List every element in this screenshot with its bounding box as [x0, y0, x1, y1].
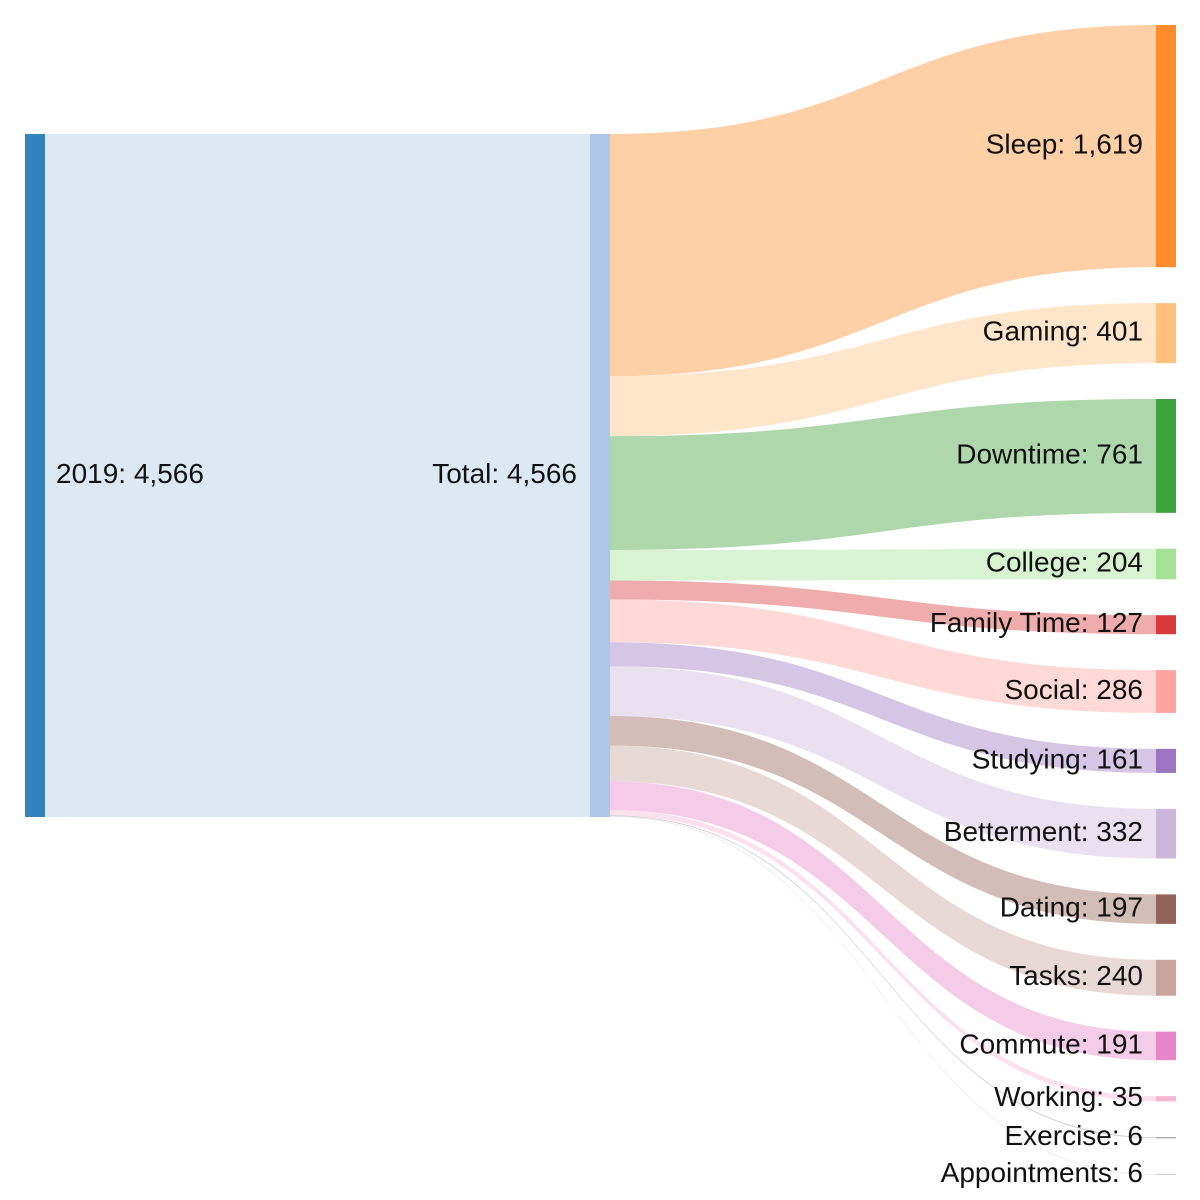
- link: [610, 303, 1156, 437]
- link: [610, 716, 1156, 924]
- node-label: Dating: 197: [1000, 892, 1143, 923]
- link: [610, 745, 1156, 996]
- node-label: Family Time: 127: [930, 607, 1143, 638]
- node-label: Appointments: 6: [941, 1157, 1143, 1188]
- node: [1156, 1137, 1176, 1139]
- node: [590, 134, 610, 817]
- link: [610, 580, 1156, 635]
- node-label: Gaming: 401: [983, 315, 1143, 346]
- node: [1156, 548, 1176, 580]
- link: [610, 25, 1156, 377]
- node: [1156, 670, 1176, 713]
- node: [1156, 808, 1176, 859]
- link: [610, 781, 1156, 1061]
- link: [610, 666, 1156, 859]
- node-label: Downtime: 761: [956, 438, 1143, 469]
- node: [1156, 399, 1176, 513]
- link: [610, 548, 1156, 581]
- node-label: Sleep: 1,619: [986, 128, 1143, 159]
- node: [1156, 1174, 1176, 1176]
- link: [610, 809, 1156, 1102]
- node-label: Betterment: 332: [944, 816, 1143, 847]
- link: [610, 816, 1156, 1175]
- node: [1156, 959, 1176, 996]
- node-label: Total: 4,566: [432, 458, 577, 489]
- node: [1156, 615, 1176, 635]
- node-label: Social: 286: [1004, 674, 1143, 705]
- link: [610, 399, 1156, 550]
- link: [45, 134, 590, 817]
- node: [1156, 1096, 1176, 1102]
- link: [610, 599, 1156, 713]
- node-label: Exercise: 6: [1005, 1120, 1144, 1151]
- node: [1156, 1031, 1176, 1061]
- node: [1156, 894, 1176, 924]
- node-label: 2019: 4,566: [56, 458, 204, 489]
- node-label: Commute: 191: [959, 1028, 1143, 1059]
- node-label: Working: 35: [994, 1081, 1143, 1112]
- node-label: College: 204: [986, 546, 1143, 577]
- node: [1156, 303, 1176, 364]
- node-label: Tasks: 240: [1009, 960, 1143, 991]
- node: [1156, 748, 1176, 773]
- link: [610, 815, 1156, 1139]
- link: [610, 642, 1156, 773]
- node-label: Studying: 161: [972, 743, 1143, 774]
- node: [1156, 25, 1176, 268]
- node: [25, 134, 45, 817]
